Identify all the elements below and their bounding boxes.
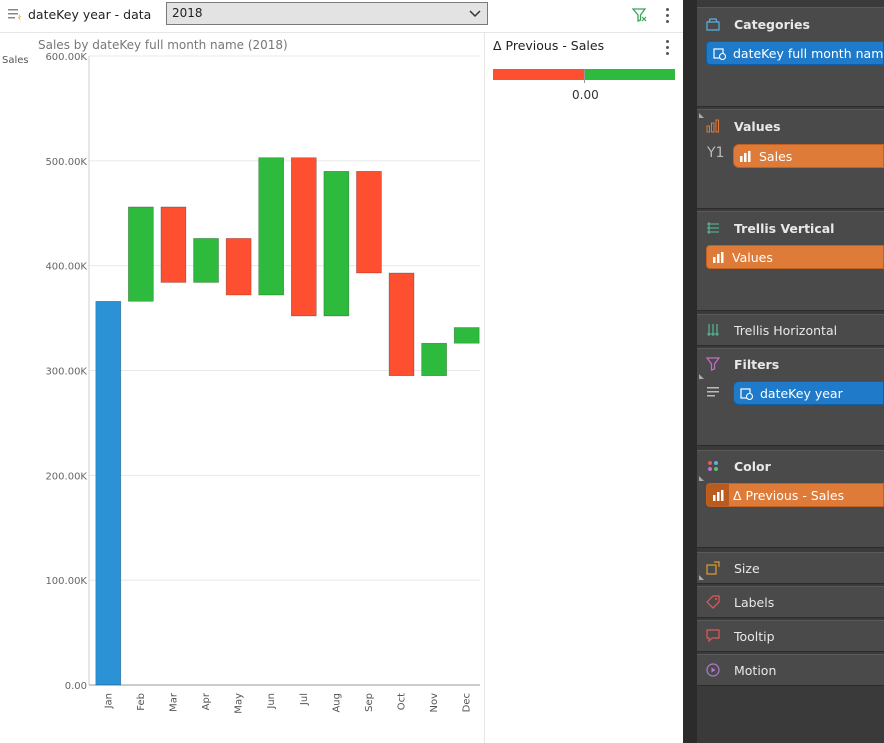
waterfall-chart: 0.00 100.00K 200.00K 300.00K 400.00K 500.00K 6… <box>45 52 480 714</box>
section-corner-marker <box>699 113 704 118</box>
section-categories[interactable]: Categories dateKey full month name <box>697 7 884 107</box>
section-color[interactable]: Color Δ Previous - Sales <box>697 450 884 548</box>
section-corner-marker <box>699 575 704 580</box>
filters-pill[interactable]: dateKey year <box>733 381 884 405</box>
section-trellis-vertical[interactable]: Trellis Vertical Values <box>697 211 884 311</box>
bar-may <box>225 238 252 296</box>
x-tick-label: Aug <box>331 693 342 713</box>
bar-dec <box>453 327 480 344</box>
filter-list-icon <box>8 9 21 21</box>
calendar-icon <box>740 388 753 400</box>
section-size[interactable]: Size <box>697 552 884 584</box>
bar-sep <box>356 171 382 274</box>
categories-icon <box>706 18 720 31</box>
categories-pill[interactable]: dateKey full month name <box>706 41 884 65</box>
legend-menu-icon[interactable] <box>666 40 670 56</box>
section-title: Color <box>734 459 771 474</box>
section-title: Trellis Horizontal <box>734 323 838 338</box>
x-tick-label: Mar <box>168 692 179 712</box>
section-title: Motion <box>734 663 777 678</box>
filter-label: dateKey year - data <box>28 7 152 22</box>
x-tick-label: Dec <box>462 693 473 712</box>
section-title: Categories <box>734 17 810 32</box>
calendar-icon <box>713 48 726 60</box>
delta-legend-positive <box>585 69 675 80</box>
panel-divider <box>484 33 485 743</box>
bar-chart-icon <box>740 151 751 162</box>
tooltip-icon <box>706 629 720 643</box>
x-tick-label: Jan <box>103 693 114 709</box>
bar-chart-icon <box>706 119 719 133</box>
bar-mar <box>160 206 187 283</box>
bar-aug <box>323 171 350 317</box>
bar-chart-icon <box>713 252 724 263</box>
x-tick-label: Jun <box>266 693 277 710</box>
section-motion[interactable]: Motion <box>697 654 884 686</box>
section-corner-marker <box>699 374 704 379</box>
y-tick-label: 300.00K <box>45 367 87 378</box>
bar-jul <box>290 157 317 317</box>
y-axis-slot-label: Y1 <box>707 145 725 161</box>
y-tick-label: 200.00K <box>45 471 87 482</box>
x-tick-label: May <box>234 693 245 714</box>
section-title: Tooltip <box>734 629 775 644</box>
delta-legend-title: Δ Previous - Sales <box>493 38 605 53</box>
section-values[interactable]: Values Y1 Sales <box>697 109 884 209</box>
x-tick-label: Apr <box>201 692 212 710</box>
y-axis-label: Sales <box>2 55 29 66</box>
properties-sidebar: Categories dateKey full month name Value… <box>697 0 884 743</box>
section-corner-marker <box>699 476 704 481</box>
y-tick-label: 100.00K <box>45 576 87 587</box>
y-tick-label: 500.00K <box>45 157 87 168</box>
color-palette-icon <box>708 461 718 471</box>
section-labels[interactable]: Labels <box>697 586 884 618</box>
visualization-panel: dateKey year - data 2018 Sales by dateKe… <box>0 0 683 743</box>
delta-zero-tick <box>584 69 585 83</box>
section-title: Filters <box>734 357 780 372</box>
color-pill[interactable]: Δ Previous - Sales <box>706 483 884 507</box>
filter-bar: dateKey year - data 2018 <box>0 0 683 33</box>
panel-splitter[interactable] <box>683 0 697 743</box>
x-tick-label: Feb <box>136 693 147 711</box>
trellis-horizontal-icon <box>707 324 719 336</box>
chart-title: Sales by dateKey full month name (2018) <box>38 38 288 52</box>
funnel-icon <box>706 357 720 371</box>
x-tick-label: Oct <box>397 693 408 710</box>
bar-jan <box>95 301 122 686</box>
section-filters[interactable]: Filters dateKey year <box>697 348 884 446</box>
year-select[interactable]: 2018 <box>166 2 488 25</box>
values-pill[interactable]: Sales <box>733 144 884 168</box>
bar-oct <box>388 272 415 377</box>
bar-chart-icon <box>713 490 724 501</box>
size-icon <box>706 561 720 575</box>
x-tick-label: Nov <box>429 693 440 713</box>
y-tick-label: 0.00 <box>65 681 87 692</box>
bar-feb <box>128 206 154 302</box>
play-circle-icon <box>706 663 720 677</box>
section-title: Size <box>734 561 760 576</box>
delta-legend-negative <box>493 69 584 80</box>
section-title: Labels <box>734 595 775 610</box>
funnel-icon[interactable] <box>632 7 648 23</box>
section-tooltip[interactable]: Tooltip <box>697 620 884 652</box>
year-select-value: 2018 <box>172 6 203 20</box>
chevron-down-icon <box>469 10 481 18</box>
x-tick-label: Sep <box>364 693 375 712</box>
tag-icon <box>706 595 720 609</box>
filter-list-icon <box>707 387 719 397</box>
delta-legend-value: 0.00 <box>572 88 599 102</box>
section-title: Trellis Vertical <box>734 221 835 236</box>
trellis-vertical-pill[interactable]: Values <box>706 245 884 269</box>
section-trellis-horizontal[interactable]: Trellis Horizontal <box>697 314 884 346</box>
trellis-vertical-icon <box>707 222 719 234</box>
filter-menu-icon[interactable] <box>666 8 670 24</box>
bar-jun <box>258 157 285 296</box>
section-title: Values <box>734 119 781 134</box>
bar-nov <box>421 342 447 377</box>
bar-apr <box>193 238 219 283</box>
y-tick-label: 600.00K <box>45 52 87 63</box>
x-tick-label: Jul <box>299 693 310 706</box>
y-tick-label: 400.00K <box>45 262 87 273</box>
